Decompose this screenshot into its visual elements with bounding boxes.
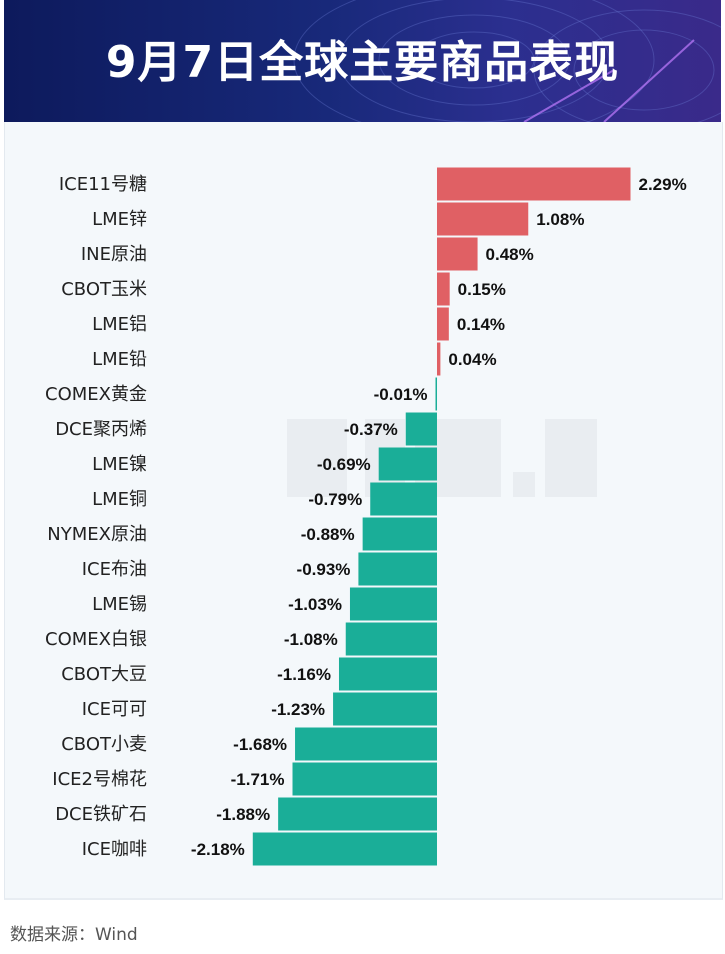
bar	[358, 552, 437, 586]
bar	[333, 692, 437, 726]
value-label: 0.48%	[486, 245, 534, 264]
category-label: DCE铁矿石	[55, 804, 147, 825]
value-label: -0.01%	[374, 385, 428, 404]
bar	[405, 412, 437, 446]
value-label: -1.71%	[231, 770, 285, 789]
page-title: 9月7日全球主要商品表现	[105, 37, 620, 88]
category-label: NYMEX原油	[47, 524, 147, 545]
category-label: CBOT玉米	[61, 279, 147, 300]
category-label: INE原油	[81, 244, 147, 265]
category-label: CBOT大豆	[61, 664, 147, 685]
category-label: DCE聚丙烯	[55, 419, 147, 440]
category-label: ICE2号棉花	[52, 769, 147, 790]
value-label: 0.15%	[458, 280, 506, 299]
bar	[278, 797, 437, 831]
value-label: -1.88%	[216, 805, 270, 824]
bar	[437, 237, 478, 271]
category-label: COMEX白银	[45, 629, 147, 650]
bar	[349, 587, 437, 621]
bar	[437, 307, 449, 341]
value-label: 1.08%	[536, 210, 584, 229]
value-label: 0.04%	[448, 350, 496, 369]
bar	[437, 167, 631, 201]
bar-chart: ICE11号糖 2.29% LME锌 1.08% INE原油 0.48% CBOT玉米 0.1…	[45, 167, 687, 866]
bar	[338, 657, 437, 691]
value-label: -1.68%	[233, 735, 287, 754]
bar	[435, 377, 437, 411]
category-label: LME锌	[92, 209, 147, 230]
banner-decoration	[293, 0, 721, 122]
value-label: -1.23%	[271, 700, 325, 719]
value-label: -0.37%	[344, 420, 398, 439]
category-label: LME铝	[92, 314, 147, 335]
category-label: ICE咖啡	[82, 839, 147, 860]
bar	[370, 482, 437, 516]
category-label: ICE布油	[82, 559, 147, 580]
category-label: LME铜	[92, 489, 147, 510]
value-label: -2.18%	[191, 840, 245, 859]
category-label: LME镍	[92, 454, 147, 475]
value-label: -0.93%	[297, 560, 351, 579]
bar	[437, 202, 529, 236]
bar	[295, 727, 437, 761]
bar	[252, 832, 437, 866]
bar	[345, 622, 437, 656]
value-label: -1.08%	[284, 630, 338, 649]
chart-panel: ICE11号糖 2.29% LME锌 1.08% INE原油 0.48% CBOT玉米 0.1…	[4, 122, 723, 900]
category-label: LME铅	[92, 349, 147, 370]
value-label: -0.79%	[308, 490, 362, 509]
category-label: ICE11号糖	[59, 174, 147, 195]
value-label: 2.29%	[639, 175, 687, 194]
bar	[378, 447, 437, 481]
category-label: COMEX黄金	[45, 384, 147, 405]
category-label: CBOT小麦	[61, 734, 147, 755]
category-label: ICE可可	[82, 699, 147, 720]
bar	[362, 517, 437, 551]
value-label: -1.03%	[288, 595, 342, 614]
value-label: -0.69%	[317, 455, 371, 474]
title-banner: 9月7日全球主要商品表现	[4, 0, 721, 122]
value-label: -0.88%	[301, 525, 355, 544]
source-note: 数据来源：Wind	[10, 925, 138, 945]
bar	[437, 272, 450, 306]
category-label: LME锡	[92, 594, 147, 615]
bar	[437, 342, 441, 376]
value-label: 0.14%	[457, 315, 505, 334]
bar	[292, 762, 437, 796]
value-label: -1.16%	[277, 665, 331, 684]
